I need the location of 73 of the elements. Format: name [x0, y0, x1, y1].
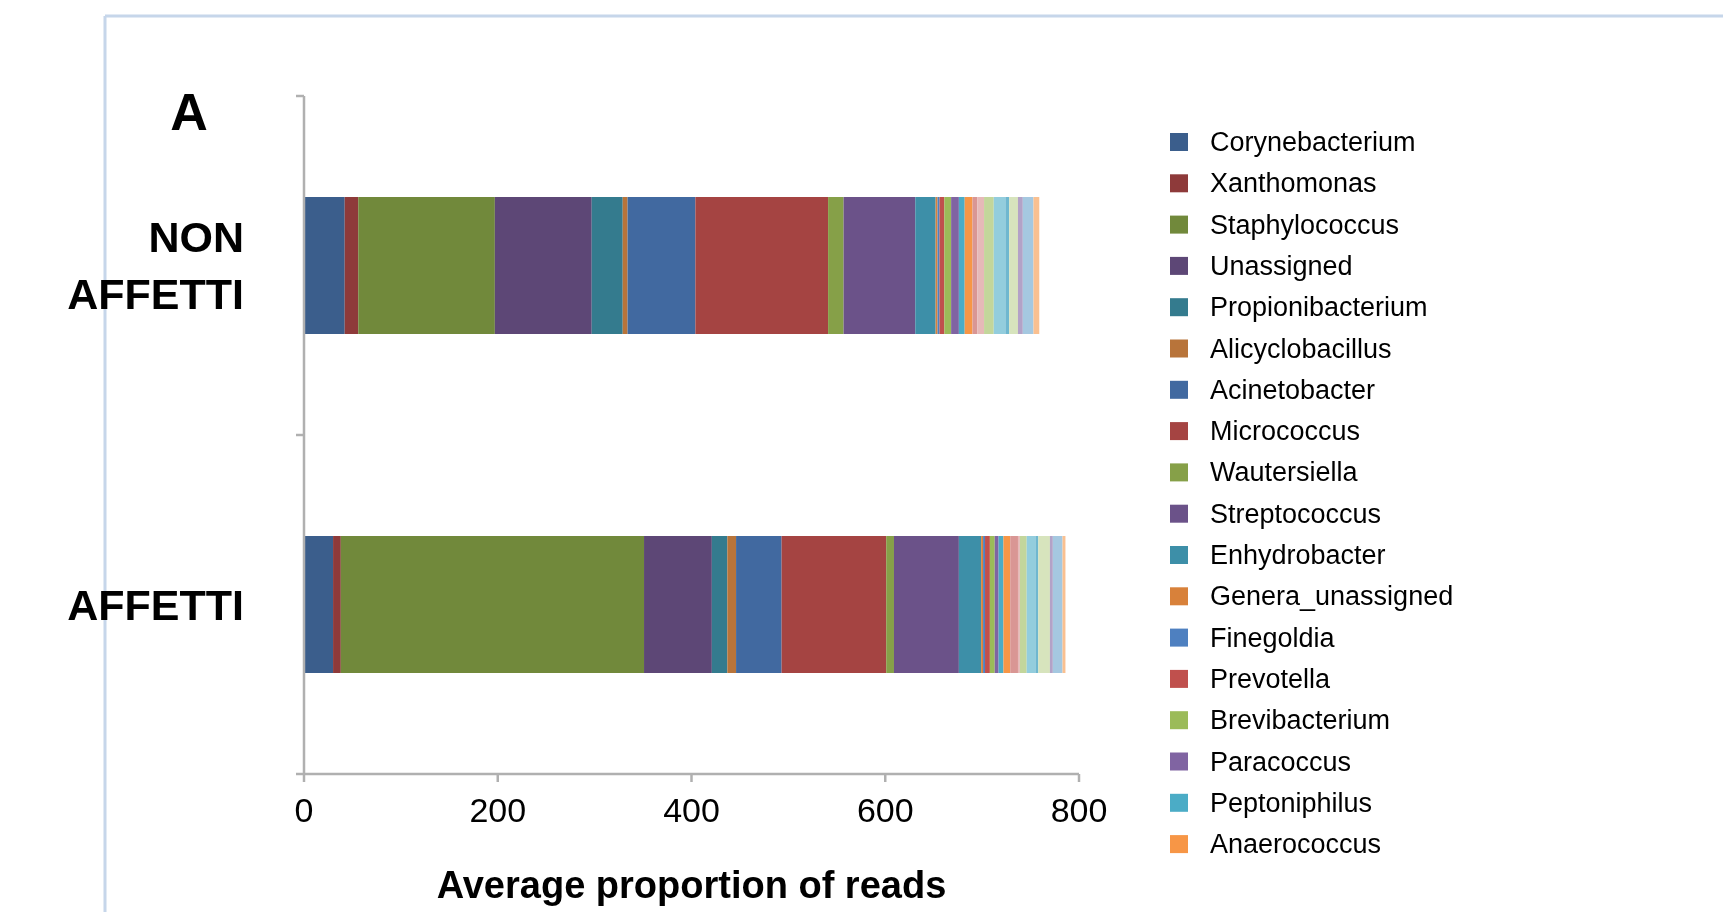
bar	[340, 536, 645, 673]
bar	[727, 536, 737, 673]
legend-label: Genera_unassigned	[1210, 581, 1454, 612]
bar	[1005, 197, 1010, 334]
bar	[695, 197, 829, 334]
bar	[781, 536, 887, 673]
bar	[993, 197, 1006, 334]
bar	[886, 536, 894, 673]
bar	[1022, 197, 1034, 334]
legend-label: Streptococcus	[1210, 498, 1382, 529]
bar	[958, 536, 982, 673]
bar	[964, 197, 973, 334]
bar	[1019, 536, 1027, 673]
bar	[1035, 536, 1039, 673]
legend-label: Prevotella	[1210, 663, 1332, 694]
bar	[304, 536, 334, 673]
bar	[344, 197, 359, 334]
bar	[1049, 536, 1053, 673]
bar	[1026, 536, 1036, 673]
bar	[843, 197, 916, 334]
x-tick-label: 0	[294, 791, 314, 829]
y-tick-label: AFFETTI	[67, 580, 244, 629]
legend-label: Propionibacterium	[1210, 292, 1428, 323]
bar	[622, 197, 628, 334]
legend-label: Finegoldia	[1210, 622, 1336, 653]
bar	[304, 197, 345, 334]
legend-label: Alicyclobacillus	[1210, 333, 1392, 364]
legend-label: Acinetobacter	[1210, 374, 1376, 405]
legend-label: Peptoniphilus	[1210, 787, 1373, 818]
bar	[1033, 197, 1040, 334]
bar	[494, 197, 592, 334]
bar	[591, 197, 623, 334]
bar	[1003, 536, 1011, 673]
bar	[828, 197, 844, 334]
bar	[893, 536, 959, 673]
bar	[994, 536, 999, 673]
x-tick-label: 800	[1050, 791, 1108, 829]
bar	[977, 197, 985, 334]
legend-label: Xanthomonas	[1210, 168, 1377, 199]
bar	[951, 197, 959, 334]
bar	[711, 536, 728, 673]
bar	[1038, 536, 1050, 673]
bar	[944, 197, 952, 334]
y-tick-label: NON AFFETTI	[67, 213, 244, 318]
bar	[985, 536, 990, 673]
x-axis-title: Average proportion of reads	[436, 864, 947, 906]
bar	[989, 536, 995, 673]
legend-label: Unassigned	[1210, 250, 1353, 281]
x-tick-label: 200	[469, 791, 527, 829]
bar	[1017, 197, 1023, 334]
legend-label: Anaerococcus	[1210, 829, 1382, 860]
legend-label: Paracoccus	[1210, 746, 1352, 777]
legend-label: Brevibacterium	[1210, 705, 1391, 736]
x-tick-label: 600	[856, 791, 914, 829]
legend-label: Wautersiella	[1210, 457, 1359, 488]
bar	[627, 197, 696, 334]
legend-label: Corynebacterium	[1210, 127, 1416, 157]
bar	[972, 197, 978, 334]
bar	[958, 197, 965, 334]
bar	[984, 197, 994, 334]
bar	[644, 536, 712, 673]
bar	[1010, 536, 1018, 673]
bar	[1052, 536, 1063, 673]
chart-title: A	[170, 83, 208, 141]
legend-label: Staphylococcus	[1210, 209, 1400, 240]
x-tick-label: 400	[663, 791, 720, 829]
bar	[1009, 197, 1018, 334]
bar	[736, 536, 782, 673]
bar	[333, 536, 341, 673]
legend-label: Enhydrobacter	[1210, 540, 1386, 570]
legend-label: Micrococcus	[1210, 416, 1361, 447]
bar	[358, 197, 495, 334]
bar	[915, 197, 936, 334]
